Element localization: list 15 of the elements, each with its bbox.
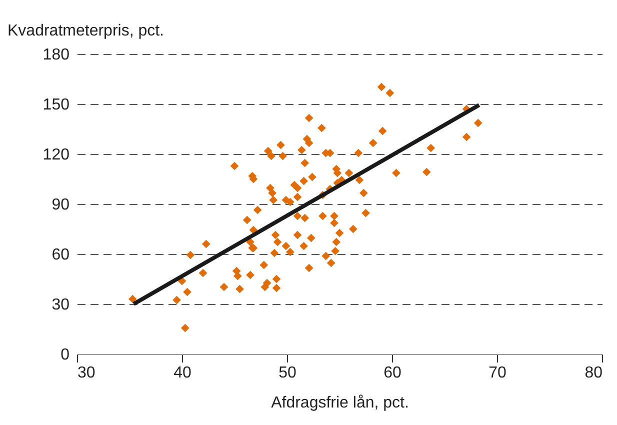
y-tick-label: 0 xyxy=(60,346,70,364)
y-tick-label: 180 xyxy=(42,46,70,64)
y-tick-label: 90 xyxy=(52,196,70,214)
x-tick-label: 50 xyxy=(278,364,296,382)
x-tick-label: 70 xyxy=(488,364,506,382)
y-axis-title: Kvadratmeterpris, pct. xyxy=(8,22,164,40)
x-tick-label: 60 xyxy=(384,364,402,382)
x-axis-title: Afdragsfrie lån, pct. xyxy=(271,394,409,412)
x-tick-label: 30 xyxy=(78,364,96,382)
y-tick-label: 150 xyxy=(42,96,70,114)
y-tick-label: 60 xyxy=(52,246,70,264)
y-tick-label: 30 xyxy=(52,296,70,314)
x-tick-label: 40 xyxy=(174,364,192,382)
x-tick-label: 80 xyxy=(584,364,603,382)
y-tick-label: 120 xyxy=(42,146,70,164)
